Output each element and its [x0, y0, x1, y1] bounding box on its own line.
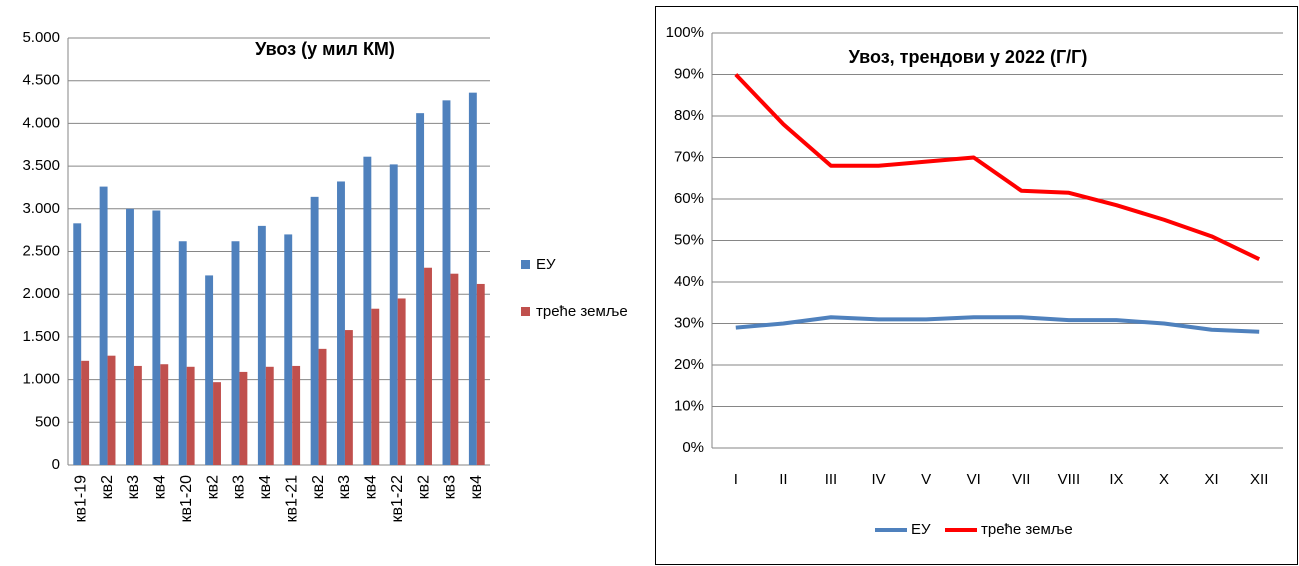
y-tick-label: 10% [674, 397, 704, 414]
bar [310, 196, 319, 465]
bar [424, 267, 432, 465]
bar [205, 275, 214, 465]
y-tick-label: 4.000 [22, 114, 60, 131]
y-tick-label: 90% [674, 65, 704, 82]
y-tick-label: 2.500 [22, 242, 60, 259]
chart-title: Увоз (у мил КМ) [255, 39, 395, 59]
bar [284, 234, 293, 465]
bar [99, 186, 108, 465]
chart-title: Увоз, трендови у 2022 (Г/Г) [849, 47, 1088, 67]
bar [337, 181, 345, 466]
bar [73, 223, 82, 465]
bar [133, 365, 142, 465]
x-tick-label: III [825, 471, 838, 488]
x-tick-label: кв3 [231, 475, 248, 500]
y-tick-label: 1.500 [22, 328, 60, 345]
x-tick-label: IV [871, 471, 885, 488]
bar [389, 164, 398, 465]
bar [265, 366, 274, 465]
x-tick-label: кв4 [257, 475, 274, 500]
y-tick-label: 3.500 [22, 157, 60, 174]
x-tick-label: IX [1109, 471, 1123, 488]
x-tick-label: XII [1250, 471, 1268, 488]
x-tick-label: кв3 [336, 475, 353, 500]
x-tick-label: V [921, 471, 931, 488]
bar [107, 355, 116, 465]
legend-label: треће земље [536, 303, 628, 320]
legend-swatch [521, 307, 530, 316]
y-tick-label: 0% [682, 439, 704, 456]
x-tick-label: X [1159, 471, 1169, 488]
bar [397, 298, 406, 465]
legend-swatch [521, 260, 530, 269]
bar [213, 382, 221, 465]
x-tick-label: I [734, 471, 738, 488]
y-tick-label: 3.000 [22, 200, 60, 217]
x-tick-label: XI [1205, 471, 1219, 488]
y-tick-label: 80% [674, 107, 704, 124]
x-tick-label: VIII [1058, 471, 1081, 488]
bar [318, 348, 327, 465]
bar [239, 371, 248, 465]
bar [186, 366, 195, 465]
x-tick-label: кв2 [310, 475, 327, 500]
x-tick-label: кв3 [125, 475, 142, 500]
bar [476, 283, 485, 465]
bar [126, 208, 134, 466]
x-tick-label: VI [967, 471, 981, 488]
legend-label: ЕУ [536, 256, 556, 273]
x-tick-label: кв1-20 [178, 475, 195, 523]
bar [178, 241, 187, 465]
bar [363, 156, 372, 465]
bar [81, 360, 90, 465]
y-tick-label: 50% [674, 231, 704, 248]
x-tick-label: кв2 [415, 475, 432, 500]
x-tick-label: кв1-21 [283, 475, 300, 523]
x-tick-label: кв1-22 [389, 475, 406, 523]
bar [416, 113, 425, 465]
legend-label: треће земље [981, 521, 1073, 538]
x-tick-label: кв4 [363, 475, 380, 500]
x-tick-label: кв2 [99, 475, 116, 500]
y-tick-label: 2.000 [22, 285, 60, 302]
y-tick-label: 0 [52, 456, 60, 473]
y-tick-label: 30% [674, 314, 704, 331]
bar [257, 225, 266, 465]
bar [371, 308, 380, 465]
y-tick-label: 40% [674, 273, 704, 290]
line-series [734, 73, 1261, 261]
x-tick-label: кв4 [152, 475, 169, 500]
bar [468, 92, 477, 465]
bar [160, 364, 169, 465]
y-tick-label: 20% [674, 356, 704, 373]
y-tick-label: 5.000 [22, 29, 60, 46]
y-tick-label: 1.000 [22, 371, 60, 388]
bar [450, 273, 459, 465]
bar [292, 365, 301, 465]
y-tick-label: 100% [666, 24, 704, 41]
y-tick-label: 4.500 [22, 72, 60, 89]
x-tick-label: кв1-19 [72, 475, 89, 523]
y-tick-label: 60% [674, 190, 704, 207]
legend-label: ЕУ [911, 521, 931, 538]
bar [442, 100, 451, 465]
x-tick-label: кв4 [468, 475, 485, 500]
x-tick-label: кв3 [442, 475, 459, 500]
x-tick-label: II [779, 471, 787, 488]
x-tick-label: VII [1012, 471, 1030, 488]
x-tick-label: кв2 [204, 475, 221, 500]
bar [344, 330, 353, 465]
bar [152, 210, 161, 465]
y-tick-label: 500 [35, 413, 60, 430]
y-tick-label: 70% [674, 148, 704, 165]
line-series [735, 315, 1260, 334]
bar [231, 241, 240, 465]
panel-border [655, 6, 1298, 565]
